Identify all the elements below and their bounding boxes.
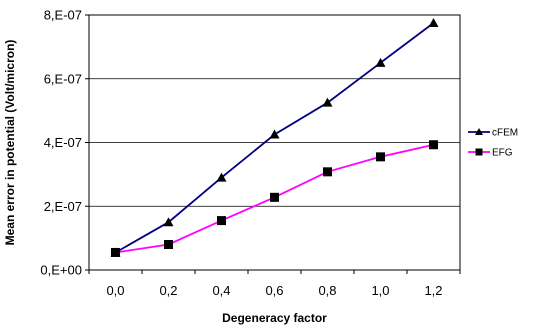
y-tick-label: 0,E+00	[40, 263, 82, 278]
x-tick-label: 1,2	[424, 283, 442, 298]
data-point-cfem	[163, 217, 174, 227]
x-axis-ticks: 0,0 0,2 0,4 0,6 0,8 1,0 1,2	[88, 270, 461, 298]
y-axis-title: Mean error in potential (Volt/micron)	[3, 40, 17, 246]
gridlines	[89, 78, 460, 207]
data-point-cfem	[375, 57, 386, 67]
data-point-efg	[164, 240, 173, 249]
data-point-efg	[376, 152, 385, 162]
x-axis-title: Degeneracy factor	[222, 311, 327, 325]
data-point-efg	[429, 140, 438, 150]
data-point-efg	[217, 216, 226, 226]
data-point-efg	[323, 167, 332, 177]
y-tick-label: 6,E-07	[44, 71, 82, 86]
x-tick-label: 1,0	[371, 283, 389, 298]
x-tick-label: 0,0	[106, 283, 124, 298]
legend: cFEM EFG	[468, 128, 518, 159]
y-tick-label: 2,E-07	[44, 199, 82, 214]
legend-label-cfem: cFEM	[492, 128, 518, 139]
data-point-efg	[111, 247, 120, 257]
data-point-cfem	[269, 129, 280, 139]
legend-marker-cfem	[475, 128, 483, 135]
x-tick-label: 0,8	[318, 283, 336, 298]
data-point-cfem	[428, 17, 439, 27]
data-point-efg	[270, 192, 279, 202]
data-point-cfem	[216, 172, 227, 182]
x-tick-label: 0,2	[159, 283, 177, 298]
data-point-cfem	[322, 97, 333, 107]
x-tick-label: 0,4	[212, 283, 230, 298]
y-axis-ticks: 0,E+00 2,E-07 4,E-07 6,E-07 8,E-07	[40, 8, 89, 278]
x-tick-label: 0,6	[265, 283, 283, 298]
legend-marker-efg	[475, 148, 483, 156]
series-lines	[110, 17, 439, 257]
y-tick-label: 8,E-07	[44, 8, 82, 23]
y-tick-label: 4,E-07	[44, 135, 82, 150]
legend-label-efg: EFG	[492, 148, 513, 159]
